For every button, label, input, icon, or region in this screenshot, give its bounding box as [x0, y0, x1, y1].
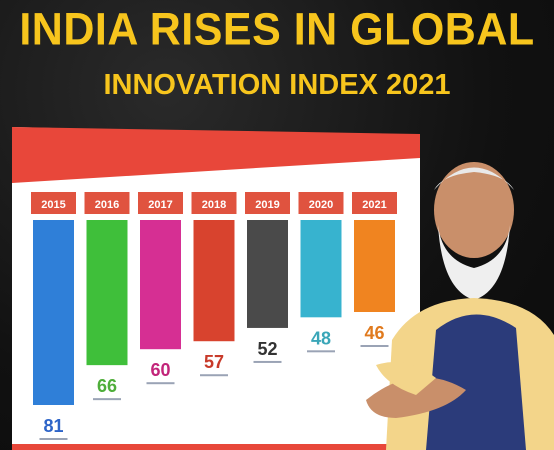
bar [247, 220, 288, 328]
year-tab [352, 192, 397, 214]
person-illustration [366, 162, 554, 450]
x-tick-label: 2020 [309, 199, 333, 211]
page-title: INDIA RISES IN GLOBAL [19, 4, 535, 56]
year-tab [191, 192, 237, 214]
data-label: 66 [97, 376, 117, 396]
bar [140, 220, 181, 350]
x-tick-label: 2018 [202, 199, 226, 211]
x-tick-label: 2017 [148, 199, 172, 211]
data-label: 60 [150, 360, 170, 380]
data-label-underline [146, 382, 175, 385]
year-tab [31, 192, 76, 214]
data-label-underline [93, 398, 121, 401]
bar [354, 220, 395, 312]
x-tick-label: 2016 [95, 199, 119, 211]
x-tick-label: 2015 [41, 199, 65, 211]
x-tick-label: 2021 [362, 199, 386, 211]
chart-footer-line [12, 444, 420, 450]
bar [193, 220, 235, 342]
x-tick-label: 2019 [255, 199, 279, 211]
data-label: 48 [311, 328, 331, 348]
data-label-underline [253, 360, 282, 363]
year-tab [84, 192, 130, 214]
data-label: 57 [204, 352, 224, 372]
bar [300, 220, 342, 318]
data-label: 46 [364, 323, 384, 343]
data-label-underline [307, 350, 335, 353]
bar [33, 220, 74, 405]
data-label-underline [360, 345, 389, 347]
year-tab [245, 192, 290, 214]
bar [86, 220, 128, 366]
data-label: 81 [43, 416, 63, 436]
year-tab [298, 192, 344, 214]
data-label-underline [200, 374, 228, 377]
data-label: 52 [257, 339, 277, 359]
data-label-underline [39, 438, 68, 440]
chart-banner [12, 127, 420, 183]
page-subtitle: INNOVATION INDEX 2021 [103, 69, 451, 101]
year-tab [138, 192, 183, 214]
